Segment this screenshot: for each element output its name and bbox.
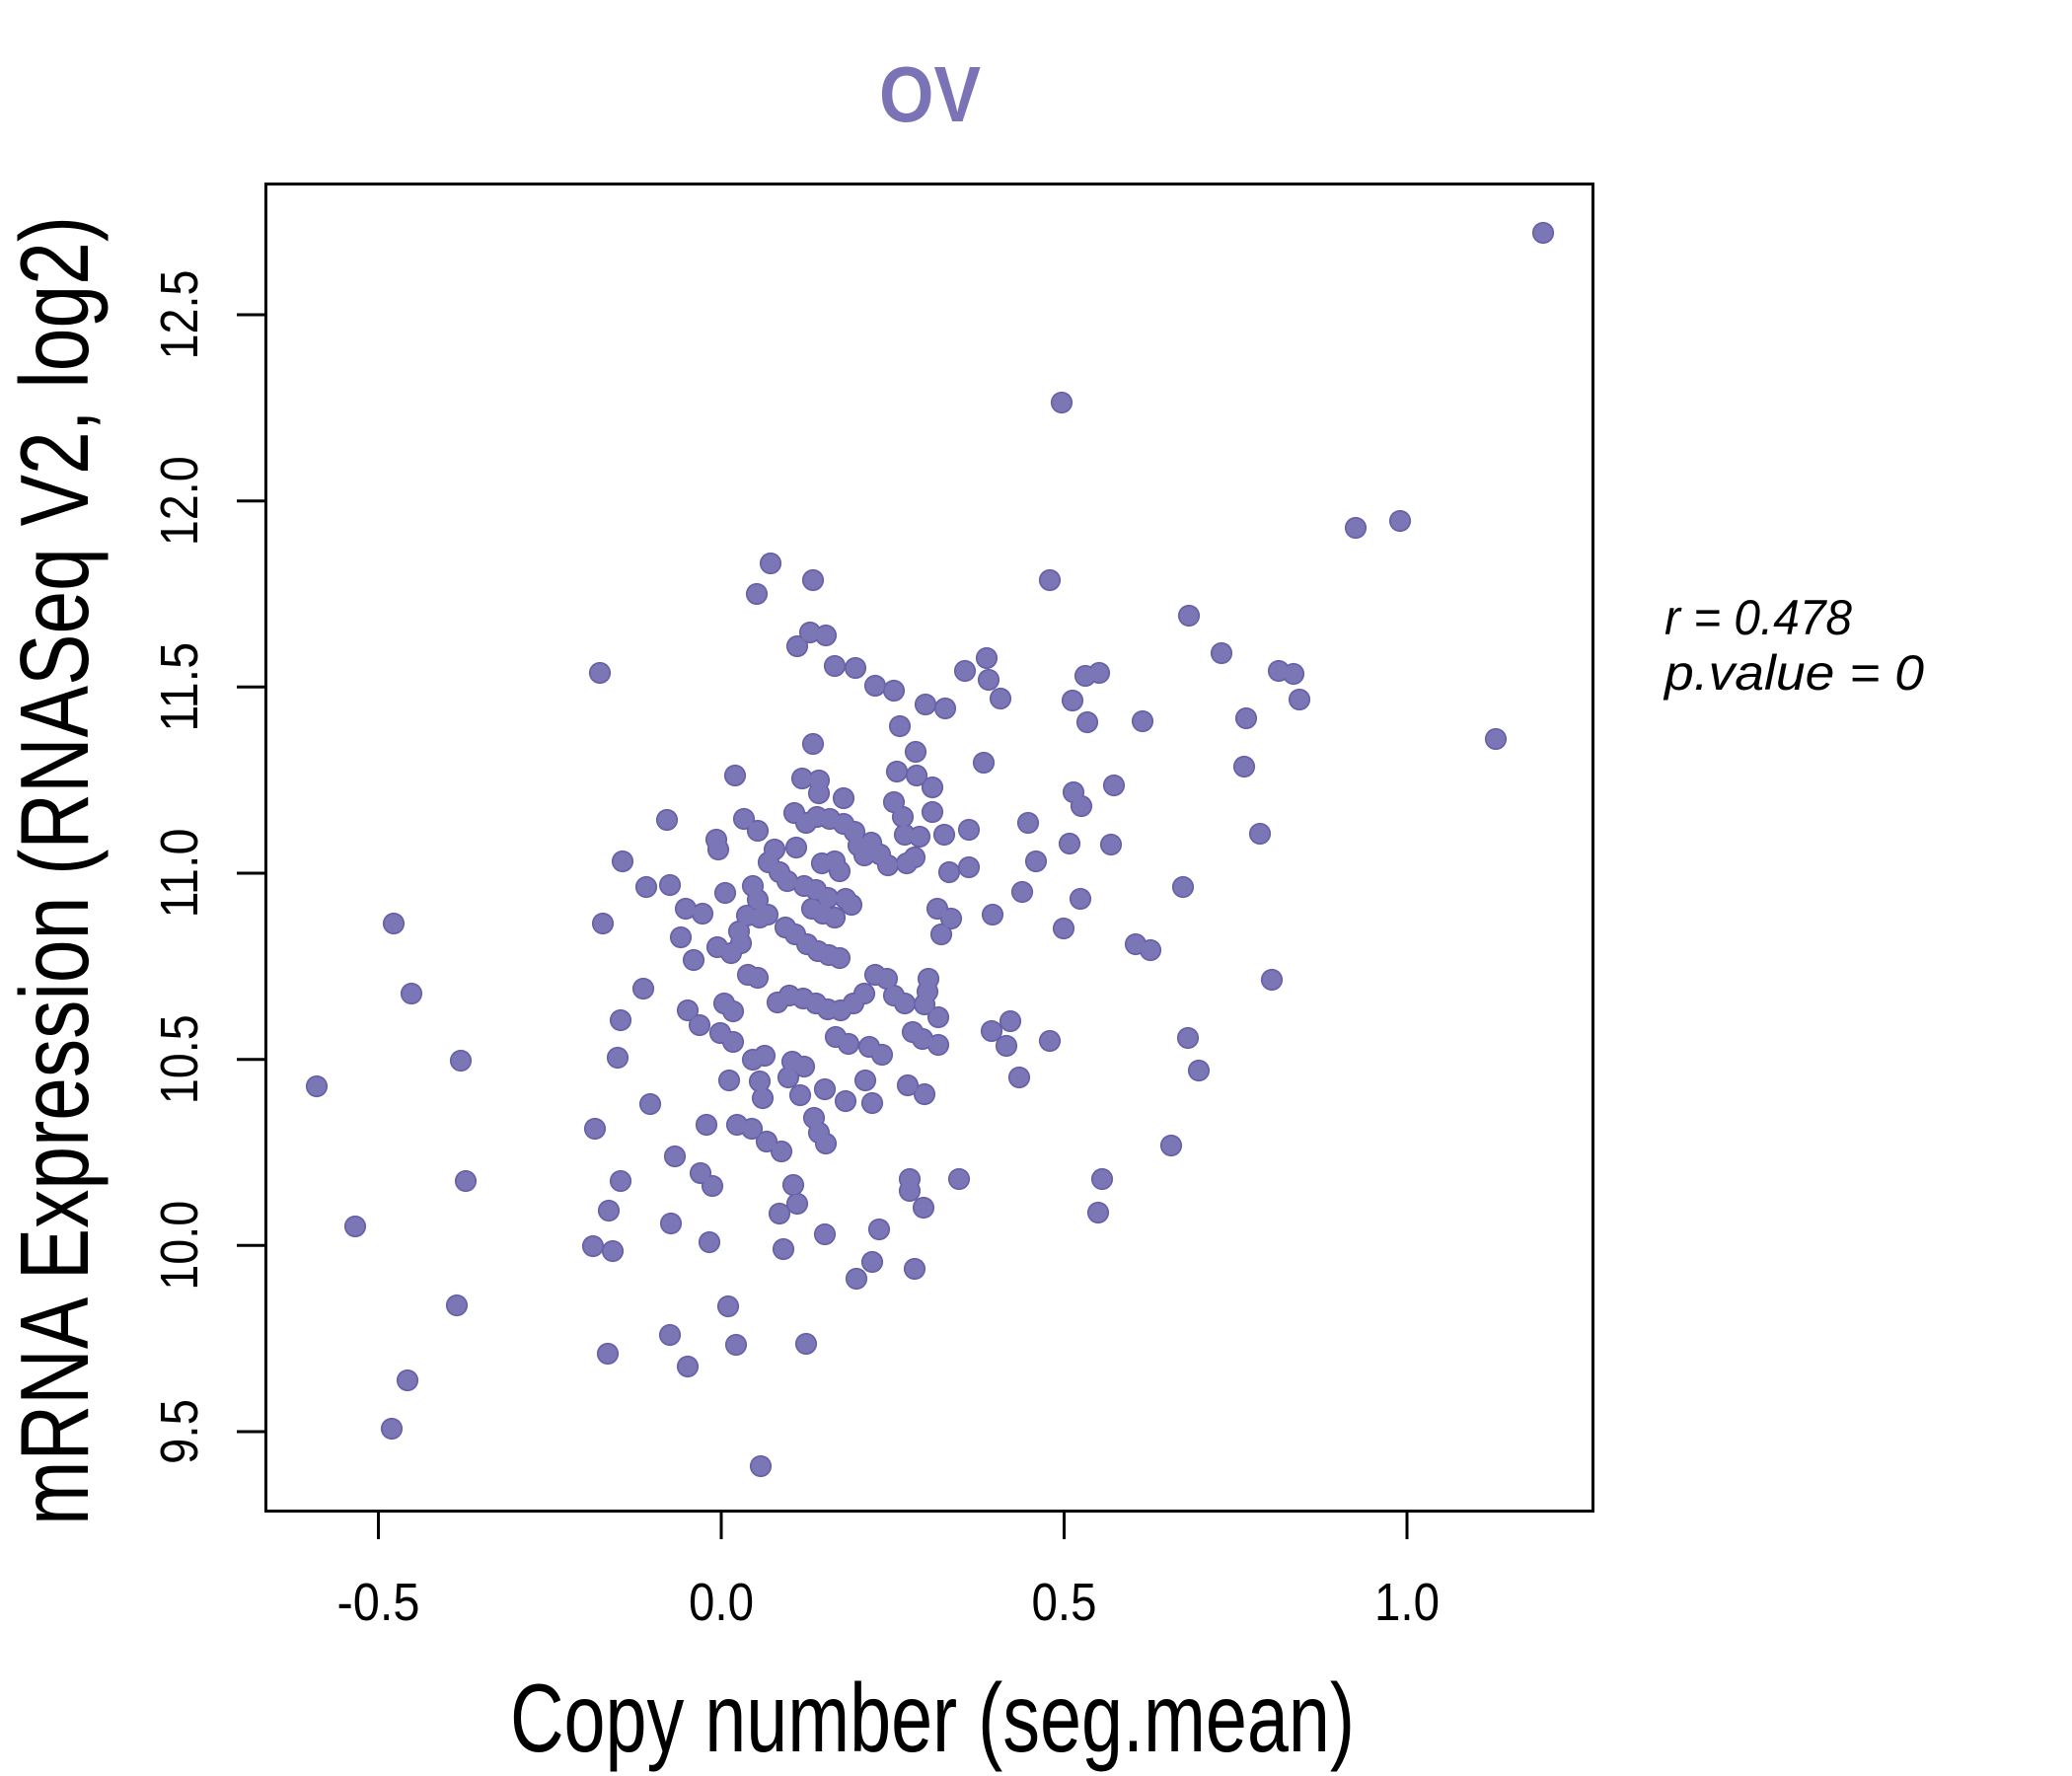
svg-text:p.value = 0: p.value = 0 [1663,645,1924,701]
svg-text:12.5: 12.5 [150,270,209,360]
svg-text:r = 0.478: r = 0.478 [1665,590,1852,645]
svg-text:10.5: 10.5 [150,1014,209,1104]
svg-text:11.5: 11.5 [150,642,209,732]
svg-text:9.5: 9.5 [150,1399,209,1464]
svg-text:11.0: 11.0 [150,829,209,919]
svg-text:Copy number (seg.mean): Copy number (seg.mean) [510,1664,1355,1772]
svg-text:mRNA Expression (RNASeq V2, lo: mRNA Expression (RNASeq V2, log2) [0,216,109,1525]
svg-text:OV: OV [879,50,981,138]
svg-text:10.0: 10.0 [150,1201,209,1291]
svg-text:1.0: 1.0 [1374,1573,1440,1632]
svg-text:0.5: 0.5 [1032,1573,1097,1632]
svg-text:0.0: 0.0 [689,1573,754,1632]
svg-text:-0.5: -0.5 [337,1573,420,1632]
svg-text:12.0: 12.0 [150,456,209,546]
